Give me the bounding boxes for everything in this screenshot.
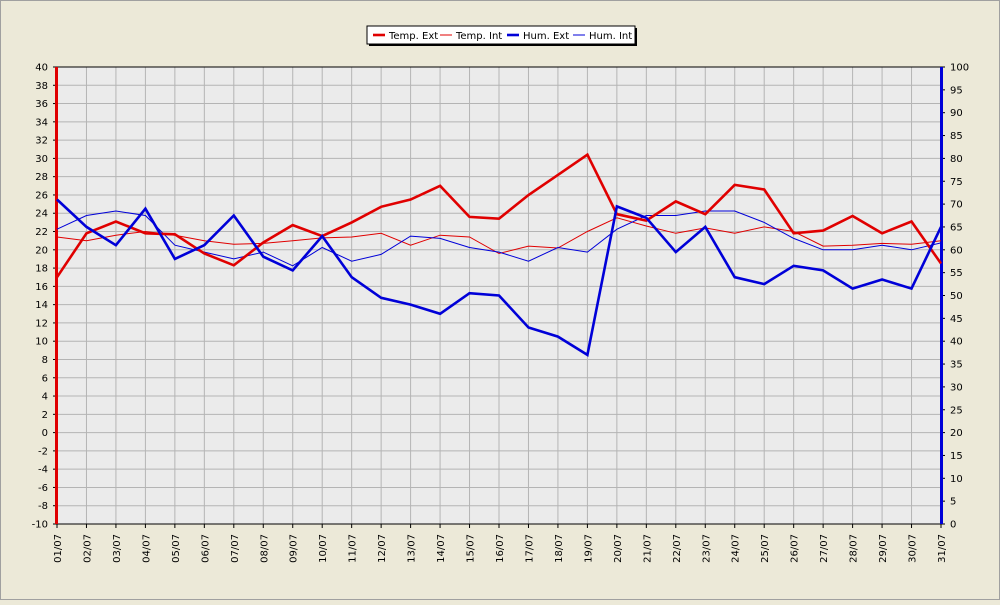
y-left-tick-label: 32 [35, 136, 48, 147]
y-right-tick-label: 75 [950, 177, 963, 188]
y-right-tick-label: 15 [950, 451, 963, 462]
x-tick-label: 14/07 [436, 534, 447, 563]
x-tick-label: 18/07 [554, 534, 565, 563]
y-right-axis-line [940, 67, 943, 524]
y-left-tick-label: 26 [35, 190, 48, 201]
x-tick-label: 19/07 [583, 534, 594, 563]
y-right-tick-label: 10 [950, 474, 963, 485]
y-right-tick-label: 20 [950, 428, 963, 439]
x-tick-label: 12/07 [377, 534, 388, 563]
legend-label: Hum. Int [589, 31, 632, 42]
y-left-tick-label: 10 [35, 337, 48, 348]
y-left-tick-label: 24 [35, 209, 48, 220]
x-tick-label: 01/07 [53, 534, 64, 563]
y-right-tick-label: 50 [950, 291, 963, 302]
x-tick-label: 09/07 [289, 534, 300, 563]
y-left-tick-label: 14 [35, 300, 48, 311]
x-tick-label: 10/07 [318, 534, 329, 563]
y-left-tick-label: -2 [38, 446, 48, 457]
y-right-tick-label: 85 [950, 131, 963, 142]
x-tick-label: 05/07 [171, 534, 182, 563]
y-right-tick-label: 30 [950, 382, 963, 393]
x-tick-label: 16/07 [495, 534, 506, 563]
y-left-tick-label: 20 [35, 245, 48, 256]
y-left-tick-label: 34 [35, 117, 48, 128]
x-tick-label: 24/07 [731, 534, 742, 563]
x-tick-label: 31/07 [937, 534, 948, 563]
y-left-tick-label: 40 [35, 63, 48, 74]
y-right-tick-label: 80 [950, 154, 963, 165]
y-left-tick-label: 8 [42, 355, 48, 366]
x-tick-label: 02/07 [82, 534, 93, 563]
y-right-tick-label: 60 [950, 245, 963, 256]
y-left-axis-line [55, 67, 58, 524]
y-left-tick-label: 36 [35, 99, 48, 110]
y-right-tick-label: 45 [950, 314, 963, 325]
y-left-tick-label: 18 [35, 264, 48, 275]
legend [366, 25, 636, 45]
y-right-tick-label: 40 [950, 337, 963, 348]
legend-label: Temp. Int [455, 31, 502, 42]
y-left-tick-label: 4 [42, 392, 48, 403]
y-left-tick-label: -10 [32, 520, 48, 531]
x-tick-label: 11/07 [348, 534, 359, 563]
y-right-tick-label: 35 [950, 360, 963, 371]
y-right-tick-label: 5 [950, 497, 956, 508]
y-left-tick-label: -4 [38, 465, 48, 476]
x-tick-label: 03/07 [112, 534, 123, 563]
legend-label: Temp. Ext [388, 31, 438, 42]
x-tick-label: 15/07 [466, 534, 477, 563]
x-tick-label: 30/07 [908, 534, 919, 563]
x-tick-label: 23/07 [701, 534, 712, 563]
x-tick-label: 06/07 [200, 534, 211, 563]
x-tick-label: 25/07 [760, 534, 771, 563]
y-left-tick-label: 12 [35, 318, 48, 329]
x-tick-label: 07/07 [230, 534, 241, 563]
legend-label: Hum. Ext [523, 31, 569, 42]
x-tick-label: 21/07 [642, 534, 653, 563]
y-left-tick-label: 0 [42, 428, 48, 439]
x-tick-label: 22/07 [672, 534, 683, 563]
y-left-tick-label: 22 [35, 227, 48, 238]
x-tick-label: 13/07 [407, 534, 418, 563]
y-right-tick-label: 100 [950, 63, 969, 74]
y-left-tick-label: -8 [38, 501, 48, 512]
x-tick-label: 17/07 [524, 534, 535, 563]
x-tick-label: 27/07 [819, 534, 830, 563]
x-tick-label: 20/07 [613, 534, 624, 563]
y-left-tick-label: 38 [35, 81, 48, 92]
y-right-tick-label: 90 [950, 108, 963, 119]
y-left-tick-label: -6 [38, 483, 48, 494]
series-line-hum-ext [56, 198, 943, 357]
y-right-tick-label: 95 [950, 85, 963, 96]
y-left-tick-label: 2 [42, 410, 48, 421]
y-right-tick-label: 55 [950, 268, 963, 279]
y-left-tick-label: 16 [35, 282, 48, 293]
x-tick-label: 26/07 [790, 534, 801, 563]
y-left-tick-label: 28 [35, 172, 48, 183]
series-line-temp-ext [55, 152, 943, 278]
y-right-tick-label: 65 [950, 222, 963, 233]
x-tick-label: 08/07 [259, 534, 270, 563]
x-tick-label: 04/07 [141, 534, 152, 563]
y-right-tick-label: 70 [950, 200, 963, 211]
y-right-tick-label: 0 [950, 520, 956, 531]
x-tick-label: 28/07 [849, 534, 860, 563]
y-left-tick-label: 30 [35, 154, 48, 165]
x-tick-label: 29/07 [878, 534, 889, 563]
y-left-tick-label: 6 [42, 373, 48, 384]
y-right-tick-label: 25 [950, 405, 963, 416]
